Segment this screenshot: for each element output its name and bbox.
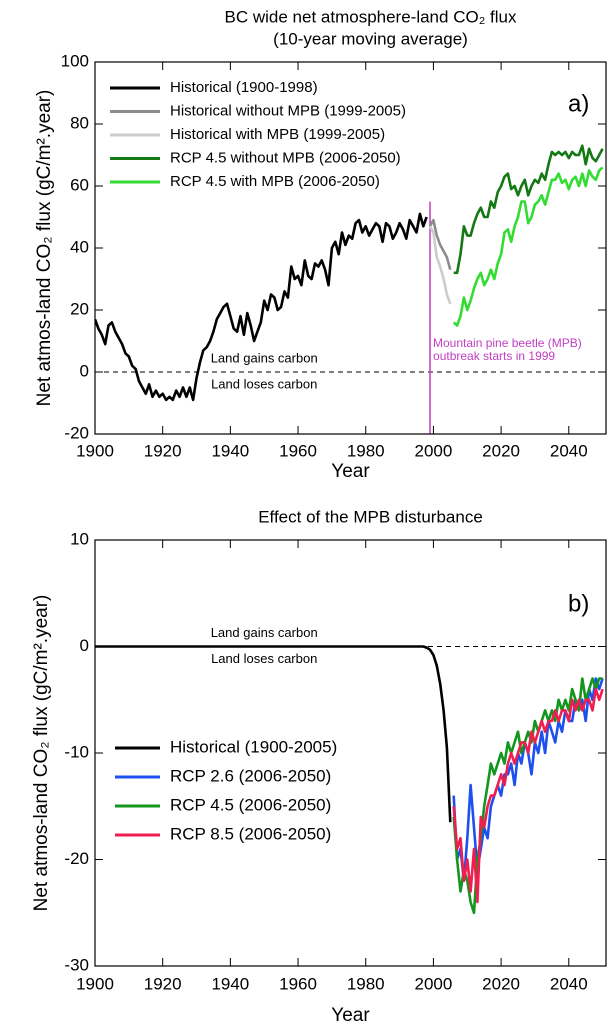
series-line	[95, 212, 428, 402]
chart-title: Effect of the MPB disturbance	[258, 507, 483, 526]
x-tick-label: 1940	[211, 974, 249, 993]
x-tick-label: 1960	[279, 441, 317, 460]
legend-label: RCP 4.5 (2006-2050)	[170, 795, 331, 814]
annotation: Land gains carbon	[211, 350, 318, 365]
vline-label: Mountain pine beetle (MPB)	[433, 336, 582, 350]
legend-label: RCP 4.5 with MPB (2006-2050)	[170, 173, 380, 190]
x-tick-label: 2040	[550, 441, 588, 460]
panel-label: b)	[568, 590, 589, 617]
chart-subtitle: (10-year moving average)	[273, 29, 468, 48]
x-tick-label: 1980	[347, 974, 385, 993]
panel-label: a)	[568, 90, 589, 117]
y-tick-label: -20	[64, 423, 89, 442]
legend-label: RCP 4.5 without MPB (2006-2050)	[170, 149, 401, 166]
x-tick-label: 1920	[144, 441, 182, 460]
y-tick-label: -10	[64, 742, 89, 761]
legend-label: Historical with MPB (1999-2005)	[170, 126, 385, 143]
y-tick-label: -30	[64, 955, 89, 974]
plot-frame	[94, 539, 607, 967]
x-tick-label: 2000	[414, 441, 452, 460]
x-tick-label: 2040	[550, 974, 588, 993]
y-tick-label: 60	[70, 175, 89, 194]
x-tick-label: 2020	[482, 441, 520, 460]
x-tick-label: 2000	[414, 974, 452, 993]
annotation: Land loses carbon	[211, 376, 317, 391]
x-axis-label: Year	[331, 461, 370, 482]
series-line	[428, 218, 452, 271]
series-line	[428, 225, 452, 305]
x-tick-label: 1920	[144, 974, 182, 993]
vline-label: outbreak starts in 1999	[433, 349, 555, 363]
series-line	[453, 144, 604, 275]
y-tick-label: 0	[80, 361, 89, 380]
plot-frame	[94, 61, 607, 435]
legend-label: RCP 8.5 (2006-2050)	[170, 824, 331, 843]
chart-title: BC wide net atmosphere-land CO₂ flux	[225, 7, 517, 26]
y-axis-label: Net atmos-land CO₂ flux (gC/m².year)	[34, 90, 55, 407]
y-tick-label: -20	[64, 849, 89, 868]
y-tick-label: 20	[70, 299, 89, 318]
y-tick-label: 80	[70, 113, 89, 132]
y-axis-label: Net atmos-land CO₂ flux (gC/m².year)	[31, 595, 52, 912]
x-axis-label: Year	[331, 1005, 370, 1026]
y-tick-label: 100	[61, 51, 89, 70]
annotation: Land loses carbon	[211, 651, 317, 666]
legend-label: RCP 2.6 (2006-2050)	[170, 766, 331, 785]
x-tick-label: 1900	[76, 441, 114, 460]
legend-label: Historical without MPB (1999-2005)	[170, 102, 406, 119]
annotation: Land gains carbon	[211, 625, 318, 640]
legend-label: Historical (1900-1998)	[170, 79, 318, 96]
x-tick-label: 1900	[76, 974, 114, 993]
x-tick-label: 1940	[211, 441, 249, 460]
legend-label: Historical (1900-2005)	[170, 737, 337, 756]
y-tick-label: 40	[70, 237, 89, 256]
x-tick-label: 1980	[347, 441, 385, 460]
y-tick-label: 10	[70, 529, 89, 548]
series-line	[452, 687, 604, 904]
series-line	[95, 645, 452, 823]
x-tick-label: 2020	[482, 974, 520, 993]
y-tick-label: 0	[80, 636, 89, 655]
series-line	[452, 166, 604, 327]
x-tick-label: 1960	[279, 974, 317, 993]
